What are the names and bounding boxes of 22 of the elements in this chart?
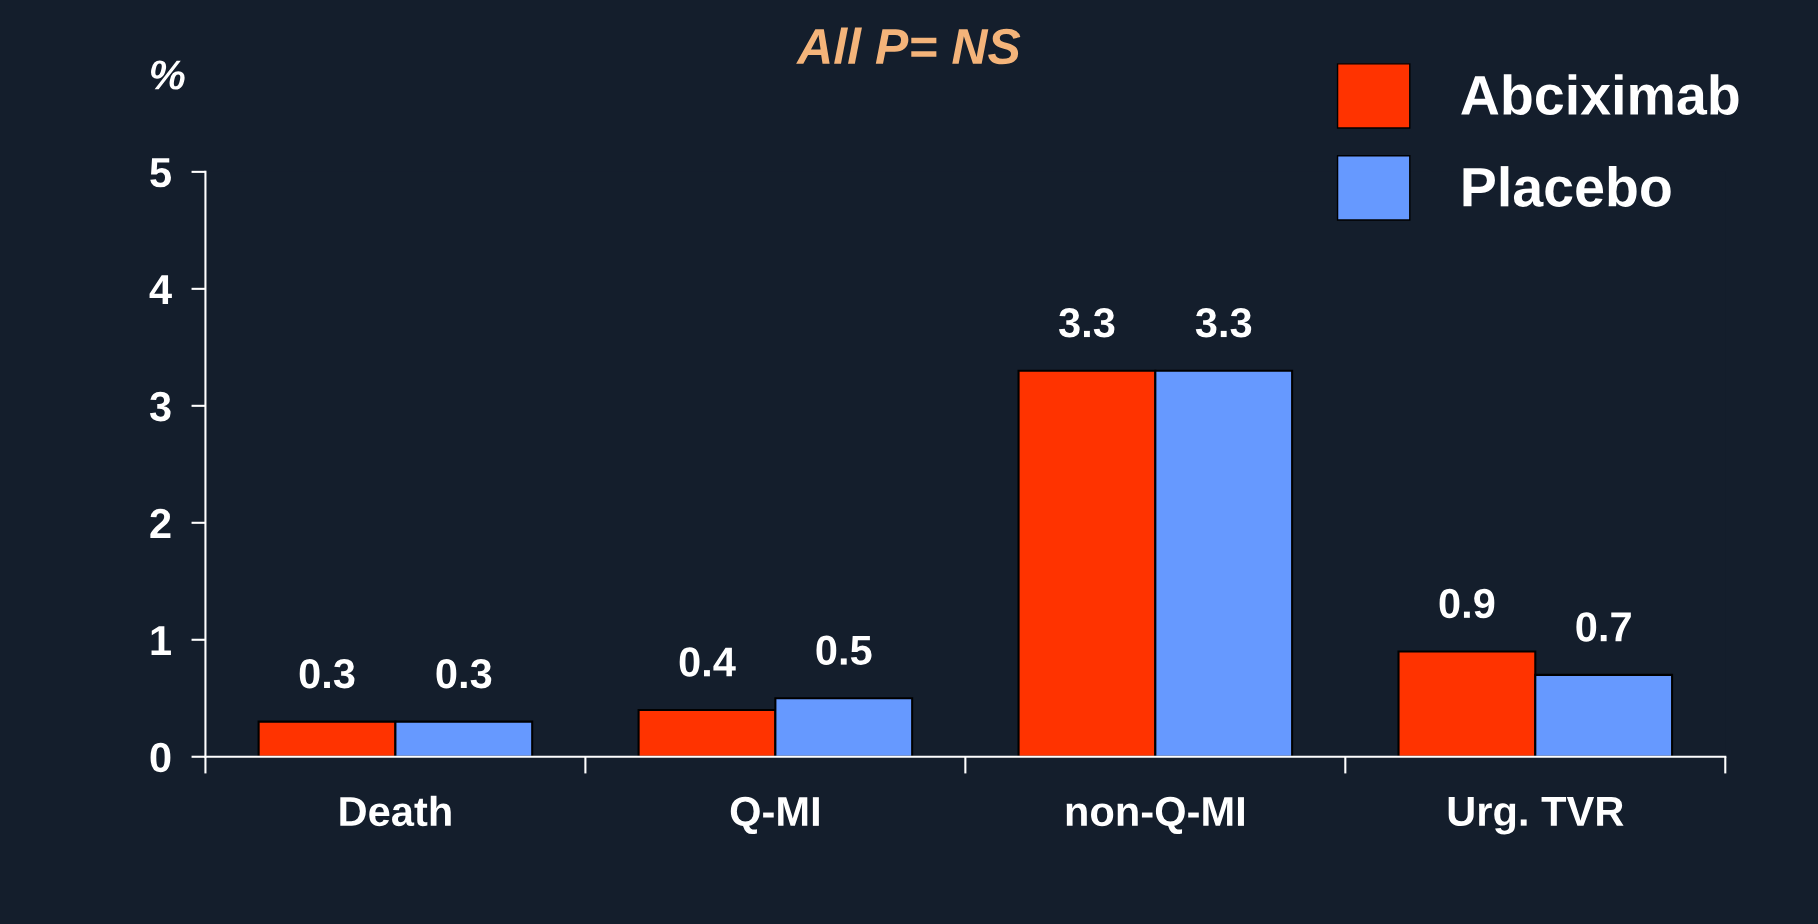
data-label: 0.3	[436, 658, 492, 689]
data-label: 0.7	[1576, 612, 1631, 642]
x-tick-label: Q-MI	[730, 796, 819, 835]
y-tick-label: 0	[150, 742, 171, 773]
data-label: 0.9	[1439, 588, 1495, 619]
x-tick-label: Urg. TVR	[1448, 796, 1624, 835]
data-label: 0.5	[816, 635, 872, 666]
data-label: 0.4	[679, 647, 736, 677]
y-axis-title: %	[151, 60, 185, 90]
chart-title: All P= NS	[796, 27, 1021, 65]
y-tick-label: 3	[149, 391, 171, 422]
legend-label: Placebo	[1463, 166, 1671, 207]
y-tick-label: 2	[150, 508, 171, 538]
y-tick-label: 4	[149, 275, 172, 304]
data-label: 3.3	[1058, 307, 1115, 338]
y-tick-label: 5	[150, 158, 171, 188]
legend-label: Abciximab	[1461, 74, 1739, 115]
y-tick-label: 1	[151, 626, 171, 655]
data-label: 3.3	[1195, 307, 1252, 338]
x-tick-label: non-Q-MI	[1066, 796, 1244, 835]
x-tick-label: Death	[340, 795, 451, 827]
data-label: 0.3	[299, 658, 355, 689]
